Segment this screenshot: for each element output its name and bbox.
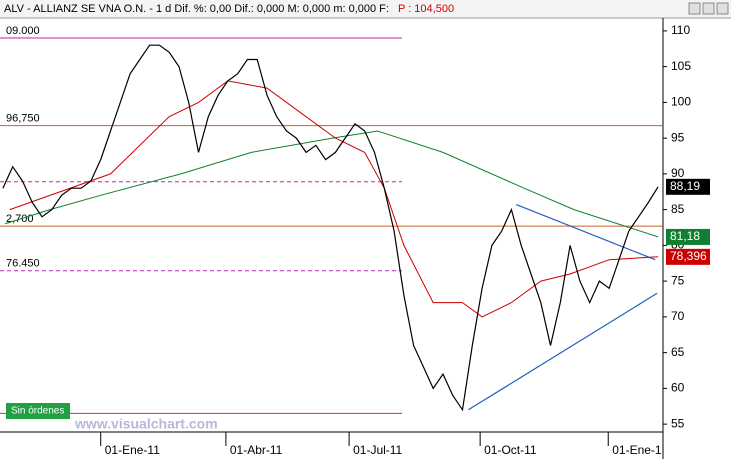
x-tick-label: 01-Oct-11 bbox=[484, 443, 537, 457]
header-price: P : 104,500 bbox=[398, 3, 454, 15]
series-line bbox=[4, 130, 659, 238]
minimize-button[interactable] bbox=[688, 2, 701, 15]
x-tick-label: 01-Jul-11 bbox=[353, 443, 402, 457]
y-tick-label: 75 bbox=[671, 273, 685, 287]
x-tick-label: 01-Abr-11 bbox=[230, 443, 283, 457]
y-tick-label: 70 bbox=[671, 309, 685, 323]
x-tick-label: 01-Ene-11 bbox=[105, 443, 160, 457]
price-tag-label: 88,19 bbox=[670, 179, 700, 193]
close-button[interactable] bbox=[716, 2, 729, 15]
watermark: www.visualchart.com bbox=[74, 416, 218, 432]
price-tag-label: 81,18 bbox=[670, 229, 700, 243]
y-tick-label: 90 bbox=[671, 166, 685, 180]
price-tag-label: 78,396 bbox=[670, 249, 707, 263]
status-text: Sin órdenes bbox=[11, 406, 64, 417]
header-title: ALV - ALLIANZ SE VNA O.N. - 1 d Dif. %: … bbox=[4, 3, 389, 15]
price-tag bbox=[666, 248, 710, 265]
trendline bbox=[468, 292, 658, 411]
y-tick-label: 55 bbox=[671, 416, 685, 430]
y-tick-label: 85 bbox=[671, 202, 685, 216]
y-tick-label: 65 bbox=[671, 345, 685, 359]
series-line bbox=[2, 44, 659, 412]
level-label: 96,750 bbox=[6, 113, 40, 125]
x-tick-label: 01-Ene-1 bbox=[612, 443, 662, 457]
y-tick-label: 60 bbox=[671, 381, 685, 395]
price-tag bbox=[666, 178, 710, 195]
y-tick-label: 95 bbox=[671, 130, 685, 144]
y-tick-label: 105 bbox=[671, 59, 691, 73]
level-label: 76.450 bbox=[6, 258, 40, 270]
price-tag bbox=[666, 228, 710, 245]
y-tick-label: 110 bbox=[671, 23, 690, 37]
level-label: 09.000 bbox=[6, 25, 40, 37]
trendline bbox=[516, 204, 656, 261]
status-box bbox=[6, 403, 70, 419]
header-bar bbox=[0, 0, 731, 18]
y-tick-label: 100 bbox=[671, 95, 691, 109]
maximize-button[interactable] bbox=[702, 2, 715, 15]
